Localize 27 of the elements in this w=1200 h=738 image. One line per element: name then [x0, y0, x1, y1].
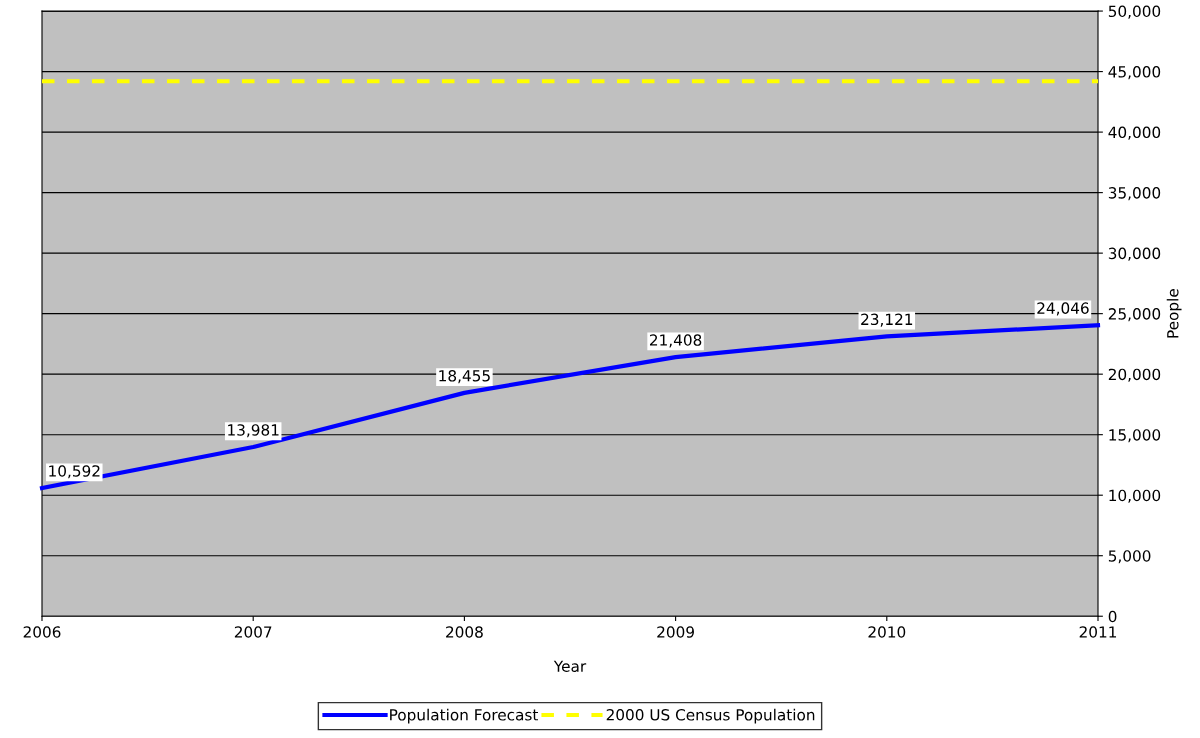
x-tick-label: 2009 — [657, 626, 694, 638]
y-tick-label: 40,000 — [1108, 126, 1161, 140]
y-tick-label: 35,000 — [1108, 187, 1161, 201]
y-tick-label: 30,000 — [1108, 247, 1161, 261]
y-tick-label: 45,000 — [1108, 66, 1161, 80]
legend-label: Population Forecast — [390, 708, 539, 724]
y-tick-label: 0 — [1108, 610, 1117, 623]
x-axis-title: Year — [553, 660, 587, 673]
legend-label: 2000 US Census Population — [606, 708, 815, 724]
data-label: 10,592 — [49, 465, 100, 479]
data-label: 21,408 — [649, 334, 702, 348]
x-tick-label: 2008 — [446, 626, 483, 638]
data-label: 13,981 — [228, 424, 279, 438]
x-tick-label: 2010 — [868, 626, 906, 638]
x-tick-label: 2007 — [234, 626, 272, 638]
y-tick-label: 5,000 — [1108, 550, 1151, 564]
y-tick-label: 25,000 — [1108, 308, 1161, 322]
x-tick-label: 2006 — [23, 626, 61, 638]
data-label: 18,455 — [439, 370, 490, 384]
y-tick-label: 15,000 — [1109, 429, 1161, 443]
x-tick-label: 2011 — [1079, 626, 1117, 638]
y-tick-label: 10,000 — [1109, 489, 1161, 503]
y-axis-title: People — [1166, 289, 1182, 338]
data-label: 23,121 — [861, 313, 913, 327]
y-tick-label: 20,000 — [1108, 368, 1161, 382]
data-label: 24,046 — [1037, 302, 1089, 316]
y-tick-label: 50,000 — [1108, 5, 1161, 19]
